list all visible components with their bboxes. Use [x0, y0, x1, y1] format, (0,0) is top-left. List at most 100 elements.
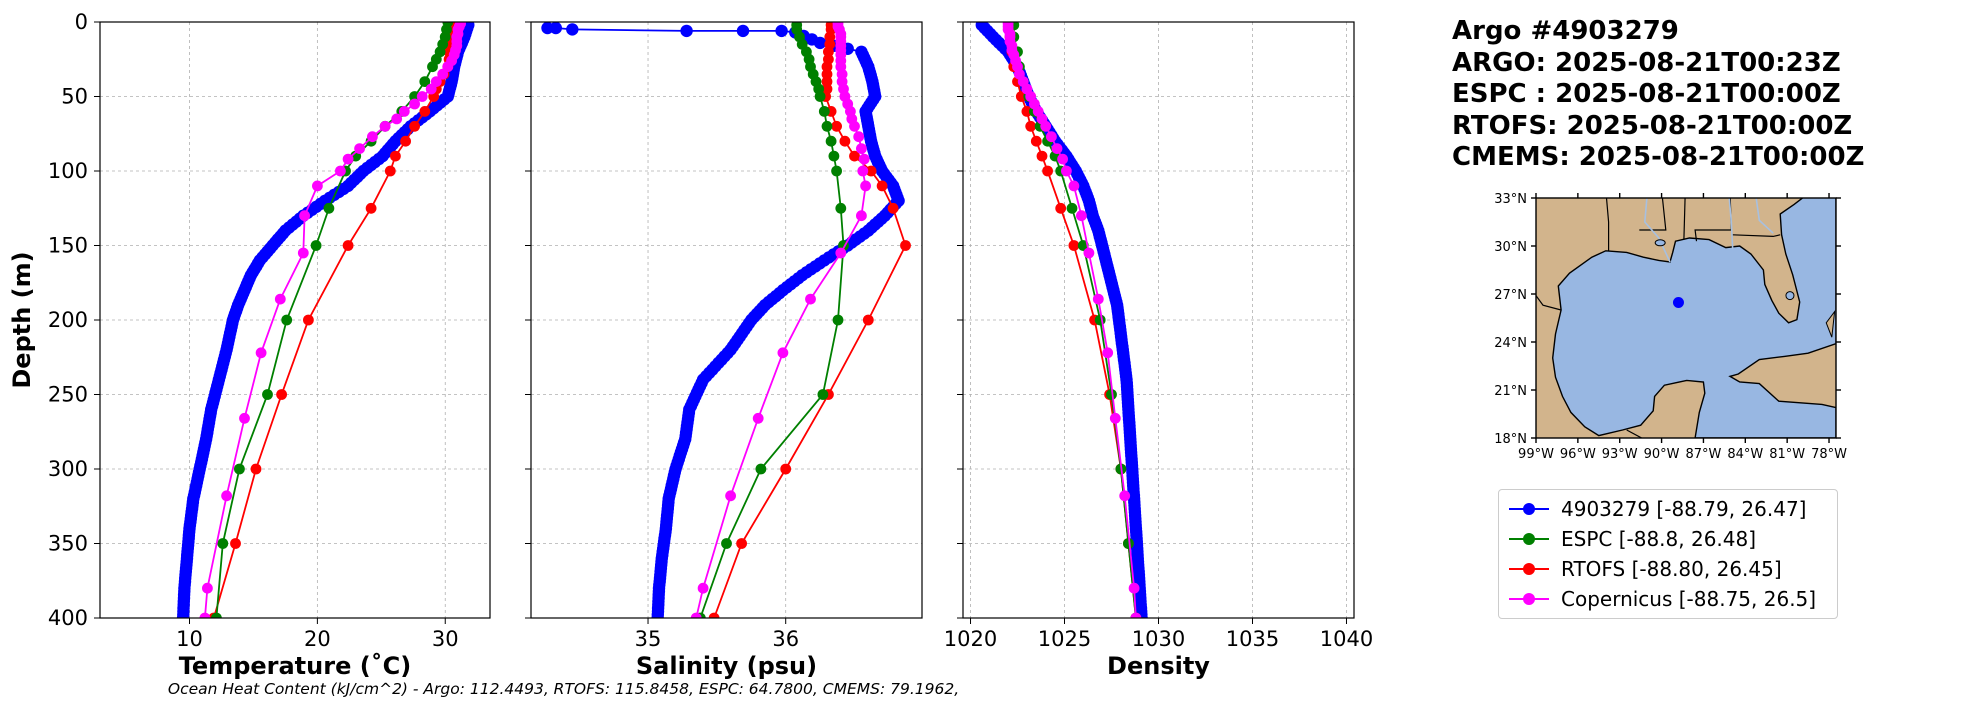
data-point-rtofs: [390, 150, 401, 162]
panel-1: 10 20 30050100150200250300350400Temperatur…: [8, 10, 491, 680]
map-x-tick-label: 78°W: [1811, 447, 1847, 462]
data-point-rtofs: [876, 180, 888, 192]
data-point-copernicus: [805, 293, 816, 305]
series-group: [975, 22, 1148, 618]
legend-label-copernicus: Copernicus [-88.75, 26.5]: [1561, 587, 1817, 611]
data-point-copernicus: [1051, 143, 1063, 155]
data-point-copernicus: [255, 347, 267, 359]
title-cmems-time: CMEMS: 2025-08-21T00:00Z: [1452, 142, 1865, 172]
data-point-argo: [176, 611, 190, 618]
data-point-espc: [825, 135, 837, 147]
data-point-rtofs: [342, 240, 354, 251]
lake-okeechobee: [1785, 291, 1795, 301]
data-point-rtofs: [780, 463, 792, 475]
data-point-espc: [1106, 389, 1117, 400]
river-line: [1728, 198, 1734, 250]
data-point-copernicus: [690, 612, 702, 618]
x-tick-label: 1020: [944, 627, 997, 651]
map-content: [1536, 198, 1836, 438]
argo-location-point: [1672, 296, 1684, 308]
data-point-rtofs: [1015, 91, 1027, 102]
y-axis-label: Depth (m): [8, 251, 36, 388]
data-point-espc: [832, 314, 844, 326]
data-point-copernicus: [1109, 412, 1121, 424]
data-point-rtofs: [1030, 135, 1042, 147]
x-tick-label: 30: [432, 627, 459, 651]
map-y-tick-label: 18°N: [1494, 432, 1527, 447]
x-axis-label: Temperature (˚C): [179, 652, 412, 680]
data-point-copernicus: [299, 210, 310, 222]
data-point-rtofs: [821, 76, 833, 87]
data-point-rtofs: [900, 240, 911, 251]
data-point-copernicus: [239, 412, 250, 424]
series-line-rtofs: [713, 25, 907, 618]
data-point-copernicus: [199, 612, 211, 618]
map-y-tick-label: 24°N: [1494, 336, 1527, 351]
series-line-argo: [547, 27, 900, 618]
data-point-argo: [736, 24, 750, 38]
legend: 4903279 [-88.79, 26.47] ESPC [-88.8, 26.…: [1498, 489, 1838, 619]
data-point-copernicus: [1068, 180, 1080, 192]
data-point-rtofs: [1036, 150, 1048, 162]
data-point-espc: [821, 120, 833, 132]
lake-pontchartrain: [1654, 239, 1666, 247]
legend-entry-rtofs: RTOFS [-88.80, 26.45]: [1499, 554, 1837, 584]
data-point-espc: [835, 202, 847, 214]
title-argo-id: Argo #4903279: [1452, 16, 1679, 46]
y-tick-label: 100: [48, 159, 88, 183]
data-point-espc: [262, 389, 273, 400]
data-point-copernicus: [1119, 490, 1131, 502]
data-point-espc: [1094, 314, 1106, 326]
data-point-copernicus: [425, 83, 437, 95]
legend-label-espc: ESPC [-88.8, 26.48]: [1561, 527, 1757, 551]
data-point-espc: [828, 150, 840, 162]
data-point-espc: [211, 612, 222, 618]
legend-entry-copernicus: Copernicus [-88.75, 26.5]: [1499, 584, 1837, 614]
x-axis-label: Density: [1107, 652, 1210, 680]
data-point-espc: [419, 76, 431, 87]
river-line: [1755, 198, 1774, 234]
legend-marker-espc: [1509, 533, 1549, 545]
y-tick-label: 350: [48, 532, 88, 556]
legend-marker-copernicus: [1509, 593, 1549, 605]
data-point-rtofs: [823, 46, 834, 58]
river-line: [1643, 198, 1671, 263]
data-point-copernicus: [398, 106, 410, 117]
map-y-tick-label: 27°N: [1494, 288, 1527, 303]
data-point-copernicus: [1102, 347, 1114, 359]
data-point-copernicus: [367, 131, 378, 143]
y-tick-label: 250: [48, 383, 88, 407]
data-point-espc: [721, 538, 732, 549]
data-point-rtofs: [887, 202, 899, 214]
legend-marker-rtofs: [1509, 563, 1549, 575]
data-point-copernicus: [1130, 612, 1142, 618]
data-point-espc: [1066, 202, 1078, 214]
data-point-rtofs: [865, 165, 877, 177]
data-point-copernicus: [857, 165, 869, 177]
data-point-rtofs: [831, 120, 842, 132]
title-block: Argo #4903279 ARGO: 2025-08-21T00:23Z ES…: [1452, 16, 1864, 174]
map-x-tick-label: 96°W: [1560, 447, 1596, 462]
data-point-copernicus: [342, 153, 354, 165]
title-espc-time: ESPC : 2025-08-21T00:00Z: [1452, 79, 1841, 109]
map-frame: [1535, 197, 1837, 439]
map-y-tick-label: 30°N: [1494, 240, 1527, 255]
data-point-rtofs: [1021, 106, 1033, 117]
data-point-copernicus: [297, 247, 309, 259]
data-point-argo: [680, 24, 693, 38]
data-point-copernicus: [1092, 293, 1104, 305]
series-group: [176, 22, 475, 618]
data-point-copernicus: [1040, 120, 1052, 132]
data-point-copernicus: [1076, 210, 1087, 222]
data-point-espc: [234, 463, 245, 475]
map-x-tick-label: 99°W: [1518, 447, 1554, 462]
data-point-rtofs: [839, 135, 851, 147]
y-tick-label: 300: [48, 457, 88, 481]
y-tick-label: 400: [48, 606, 88, 630]
data-point-rtofs: [862, 314, 874, 326]
data-point-rtofs: [1042, 165, 1053, 177]
data-point-rtofs: [276, 389, 287, 400]
data-point-copernicus: [777, 347, 789, 359]
